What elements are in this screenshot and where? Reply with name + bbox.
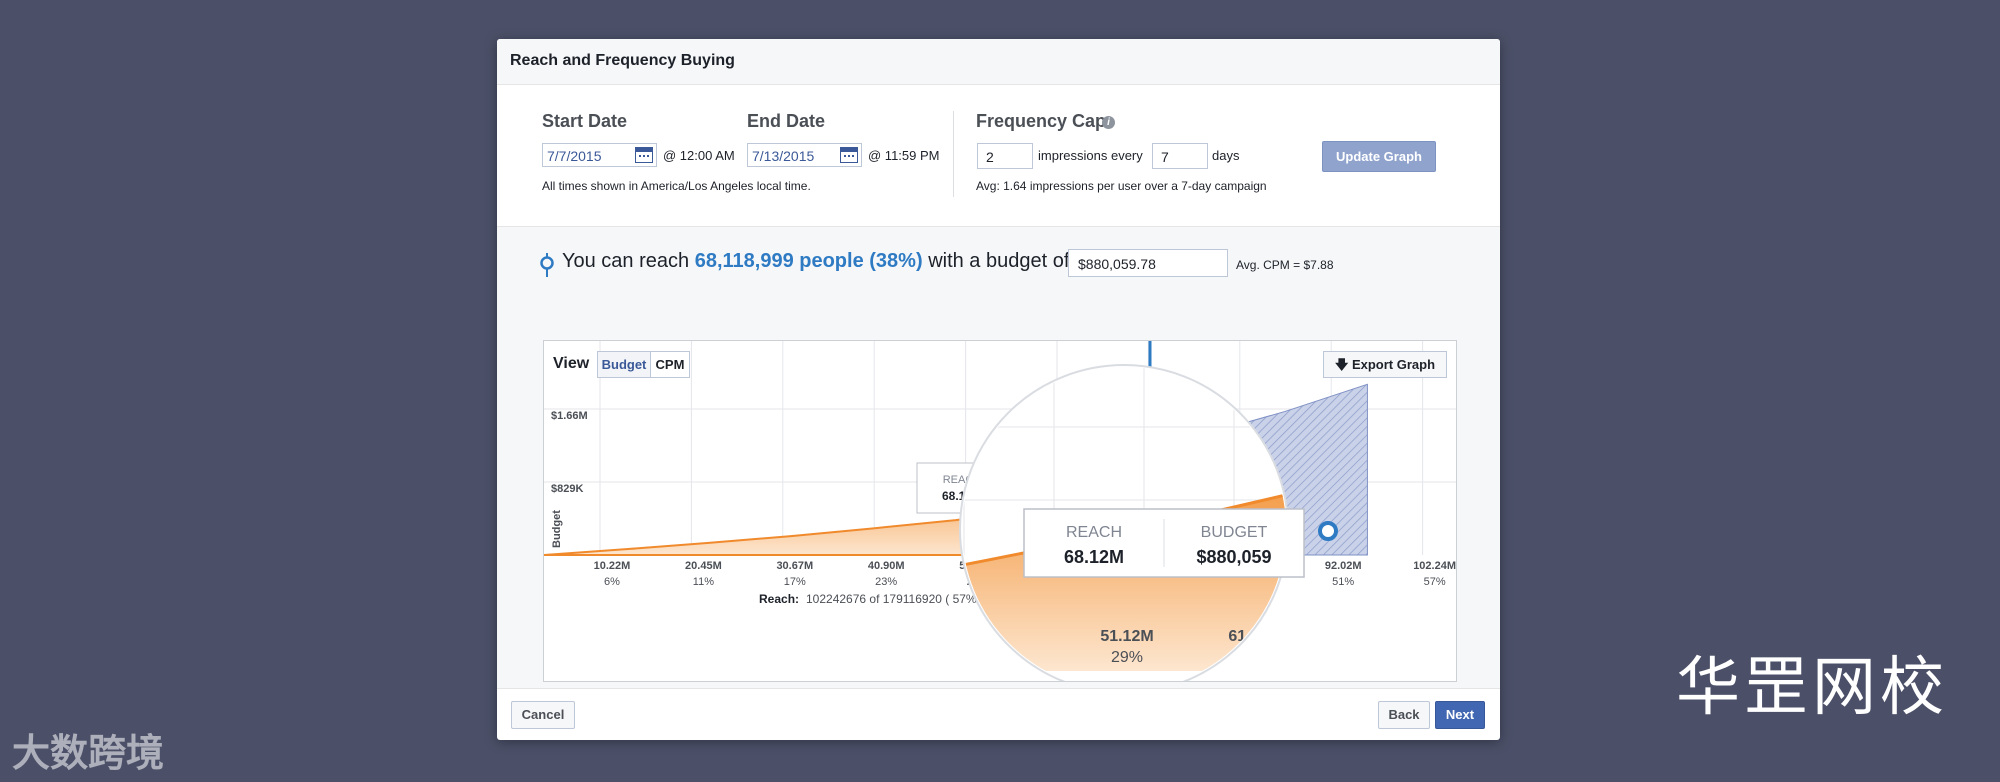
calendar-icon[interactable] bbox=[635, 147, 653, 163]
x-tick-percent: 17% bbox=[784, 576, 806, 588]
magnified-x-tick-percent: 29% bbox=[1111, 649, 1143, 666]
x-tick-reach: 102.24M bbox=[1413, 560, 1456, 572]
x-tick-reach: 92.02M bbox=[1325, 560, 1362, 572]
update-graph-button[interactable]: Update Graph bbox=[1322, 141, 1436, 172]
start-date-value: 7/7/2015 bbox=[547, 148, 602, 164]
start-date-input[interactable]: 7/7/2015 bbox=[542, 143, 657, 167]
y-tick-label: $1.66M bbox=[551, 410, 588, 422]
watermark-right: 华罡网校 bbox=[1676, 651, 1948, 723]
export-graph-label: Export Graph bbox=[1351, 357, 1436, 372]
dialog-header: Reach and Frequency Buying bbox=[497, 39, 1500, 85]
x-tick-percent: 6% bbox=[604, 576, 620, 588]
x-tick-reach: 10.22M bbox=[594, 560, 631, 572]
reach-footer-label: Reach: bbox=[759, 592, 799, 606]
x-tick-percent: 23% bbox=[875, 576, 897, 588]
avg-cpm: Avg. CPM = $7.88 bbox=[1236, 258, 1334, 272]
map-pin-icon bbox=[540, 253, 554, 277]
days-text: days bbox=[1212, 148, 1240, 163]
divider bbox=[953, 111, 954, 197]
info-icon[interactable]: i bbox=[1102, 116, 1115, 129]
reach-highlight: 68,118,999 people (38%) bbox=[694, 250, 923, 272]
magnified-x-tick-percent: 34% bbox=[1239, 649, 1271, 666]
impressions-input[interactable]: 2 bbox=[977, 143, 1033, 169]
next-button[interactable]: Next bbox=[1435, 701, 1485, 729]
x-tick-reach: 40.90M bbox=[868, 560, 905, 572]
end-time: @ 11:59 PM bbox=[868, 148, 940, 163]
end-date-label: End Date bbox=[747, 111, 826, 131]
frequency-cap-label: Frequency Cap bbox=[976, 111, 1107, 131]
end-date-value: 7/13/2015 bbox=[752, 148, 815, 164]
watermark-left: 大数跨境 bbox=[12, 733, 165, 775]
y-tick-label: $829K bbox=[551, 483, 583, 495]
x-tick-percent: 51% bbox=[1332, 576, 1354, 588]
budget-input[interactable]: $880,059.78 bbox=[1068, 249, 1228, 277]
x-tick-reach: 20.45M bbox=[685, 560, 722, 572]
days-input[interactable]: 7 bbox=[1152, 143, 1208, 169]
magnified-x-tick-reach: 51.12M bbox=[1100, 628, 1153, 645]
reach-prefix: You can reach bbox=[562, 250, 690, 272]
back-button[interactable]: Back bbox=[1378, 701, 1430, 729]
reach-frequency-dialog: Reach and Frequency Buying Start Date 7/… bbox=[497, 39, 1500, 740]
graph-section: You can reach 68,118,999 people (38%) wi… bbox=[497, 226, 1500, 689]
reach-budget-chart[interactable]: $1.66M $829K Budget 10.22M 6% 20.45M 11% 30.67M… bbox=[544, 341, 1457, 682]
x-tick-percent: 57% bbox=[1424, 576, 1446, 588]
callout-reach-label: REACH bbox=[1066, 524, 1122, 541]
graph-frame: $1.66M $829K Budget 10.22M 6% 20.45M 11% 30.67M… bbox=[543, 340, 1457, 682]
callout-budget-label: BUDGET bbox=[1201, 524, 1268, 541]
magnified-x-tick-reach: 61.35M bbox=[1228, 628, 1281, 645]
cancel-button[interactable]: Cancel bbox=[511, 701, 575, 729]
start-time: @ 12:00 AM bbox=[663, 148, 735, 163]
view-cpm-tab[interactable]: CPM bbox=[650, 351, 690, 378]
callout-budget-value: $880,059 bbox=[1196, 547, 1271, 567]
x-tick-reach: 30.67M bbox=[776, 560, 813, 572]
impressions-every-text: impressions every bbox=[1038, 148, 1143, 163]
end-date-input[interactable]: 7/13/2015 bbox=[747, 143, 862, 167]
selection-marker-handle[interactable] bbox=[1318, 521, 1338, 541]
download-icon: 🡇 bbox=[1334, 357, 1349, 372]
calendar-icon[interactable] bbox=[840, 147, 858, 163]
avg-impressions-note: Avg: 1.64 impressions per user over a 7-… bbox=[976, 179, 1267, 193]
timezone-note: All times shown in America/Los Angeles l… bbox=[542, 179, 811, 193]
reach-middle: with a budget of bbox=[928, 250, 1070, 272]
export-graph-button[interactable]: 🡇 Export Graph bbox=[1323, 351, 1447, 378]
reach-summary: You can reach 68,118,999 people (38%) wi… bbox=[562, 250, 1069, 273]
view-budget-tab[interactable]: Budget bbox=[597, 351, 651, 378]
y-axis-label: Budget bbox=[551, 510, 563, 548]
dialog-title: Reach and Frequency Buying bbox=[510, 52, 735, 69]
callout-reach-value: 68.12M bbox=[1064, 547, 1124, 567]
view-label: View bbox=[553, 355, 590, 372]
start-date-label: Start Date bbox=[542, 111, 628, 131]
x-tick-percent: 11% bbox=[693, 576, 714, 588]
